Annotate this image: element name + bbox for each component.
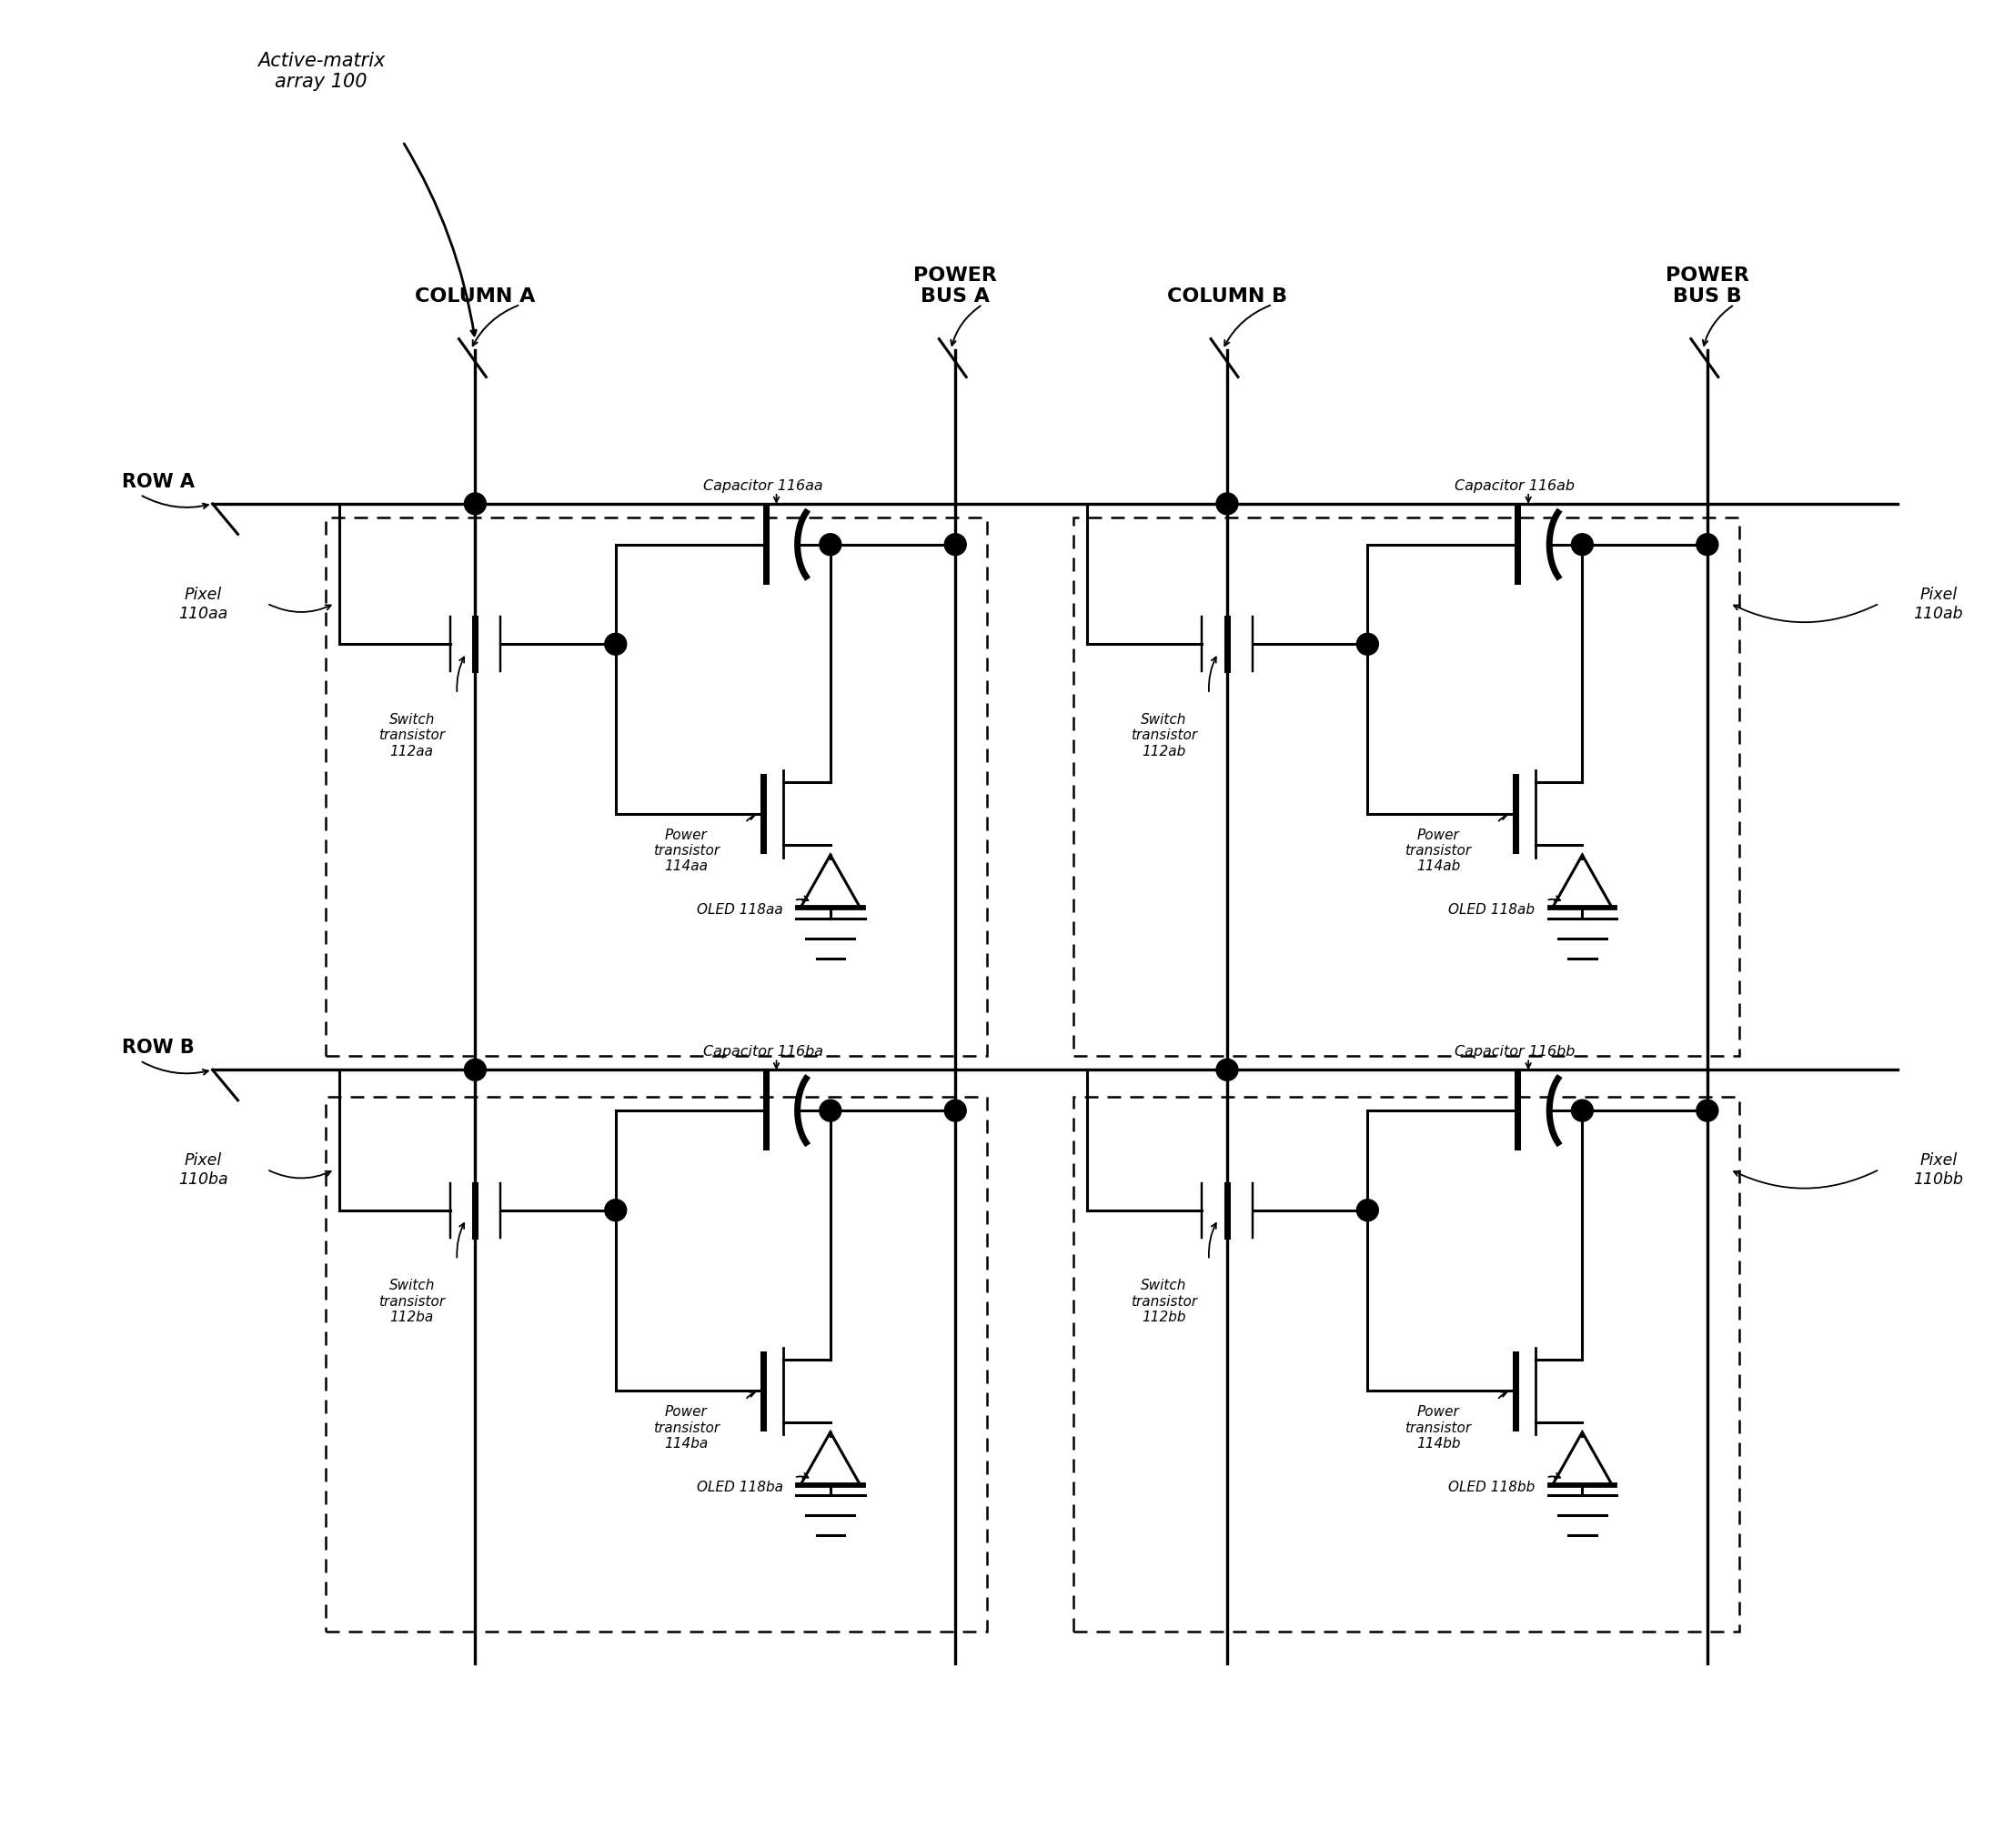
Text: OLED 118bb: OLED 118bb <box>1448 1480 1535 1493</box>
Text: OLED 118ab: OLED 118ab <box>1448 904 1535 917</box>
Text: Capacitor 116ba: Capacitor 116ba <box>703 1044 824 1059</box>
Circle shape <box>1571 534 1593 556</box>
Text: Power
transistor
114bb: Power transistor 114bb <box>1406 1404 1472 1451</box>
Circle shape <box>604 1199 626 1222</box>
Circle shape <box>1696 534 1718 556</box>
Circle shape <box>820 534 842 556</box>
Circle shape <box>820 1100 842 1122</box>
Circle shape <box>465 493 485 516</box>
Text: Capacitor 116ab: Capacitor 116ab <box>1454 479 1575 493</box>
Bar <box>326 1098 987 1632</box>
Text: COLUMN B: COLUMN B <box>1166 286 1287 305</box>
Bar <box>326 517 987 1057</box>
Text: Capacitor 116bb: Capacitor 116bb <box>1454 1044 1575 1059</box>
Text: Pixel
110ba: Pixel 110ba <box>179 1151 228 1188</box>
Text: ROW B: ROW B <box>121 1039 195 1057</box>
Circle shape <box>1357 1199 1378 1222</box>
Text: POWER
BUS A: POWER BUS A <box>914 266 997 305</box>
Bar <box>1073 1098 1738 1632</box>
Text: Power
transistor
114ab: Power transistor 114ab <box>1406 828 1472 872</box>
Text: Switch
transistor
112ba: Switch transistor 112ba <box>379 1279 445 1323</box>
Circle shape <box>465 1059 485 1081</box>
Circle shape <box>1571 1100 1593 1122</box>
Circle shape <box>1216 493 1239 516</box>
Circle shape <box>945 534 967 556</box>
Text: OLED 118aa: OLED 118aa <box>697 904 783 917</box>
Circle shape <box>945 1100 967 1122</box>
Text: Switch
transistor
112bb: Switch transistor 112bb <box>1130 1279 1196 1323</box>
Text: Switch
transistor
112ab: Switch transistor 112ab <box>1130 713 1196 758</box>
Text: Pixel
110bb: Pixel 110bb <box>1913 1151 1964 1188</box>
Text: COLUMN A: COLUMN A <box>415 286 536 305</box>
Circle shape <box>1216 1059 1239 1081</box>
Text: Pixel
110aa: Pixel 110aa <box>179 586 228 621</box>
Bar <box>1073 517 1738 1057</box>
Text: ROW A: ROW A <box>121 473 195 492</box>
Text: Pixel
110ab: Pixel 110ab <box>1913 586 1964 621</box>
Text: Power
transistor
114aa: Power transistor 114aa <box>653 828 719 872</box>
Circle shape <box>1696 1100 1718 1122</box>
Text: Capacitor 116aa: Capacitor 116aa <box>703 479 822 493</box>
Text: POWER
BUS B: POWER BUS B <box>1666 266 1748 305</box>
Text: OLED 118ba: OLED 118ba <box>697 1480 783 1493</box>
Text: Switch
transistor
112aa: Switch transistor 112aa <box>379 713 445 758</box>
Circle shape <box>1357 634 1378 656</box>
Text: Power
transistor
114ba: Power transistor 114ba <box>653 1404 719 1451</box>
Circle shape <box>604 634 626 656</box>
Text: Active-matrix
array 100: Active-matrix array 100 <box>258 52 385 91</box>
